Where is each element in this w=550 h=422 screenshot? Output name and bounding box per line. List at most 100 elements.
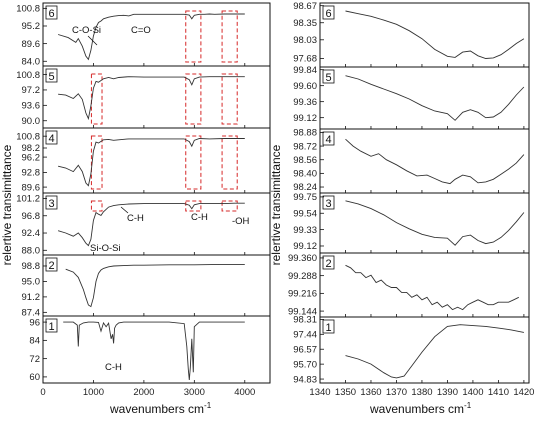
highlight-box bbox=[221, 10, 238, 63]
panel-number-box bbox=[322, 319, 335, 334]
y-tick-label: 92.4 bbox=[22, 228, 41, 239]
x-tick-label: 2000 bbox=[133, 387, 154, 398]
highlight-box bbox=[185, 10, 202, 63]
x-tick-label: 1340 bbox=[309, 387, 330, 398]
highlight-box bbox=[90, 200, 103, 212]
y-tick-label: 96 bbox=[29, 317, 40, 328]
panel-number-box bbox=[45, 5, 58, 20]
spectrum-line bbox=[57, 202, 245, 247]
panel-number-box bbox=[322, 69, 335, 84]
panel-number-box bbox=[322, 5, 335, 20]
annotation-c-h-right: C-H bbox=[191, 212, 208, 223]
panel-frame bbox=[319, 316, 530, 384]
y-tick-label: 96.2 bbox=[22, 152, 41, 163]
y-tick-label: 99.360 bbox=[288, 253, 317, 264]
y-tick-label: 99.33 bbox=[293, 225, 317, 236]
y-axis-label: relertive transimittance bbox=[0, 144, 14, 265]
highlight-box bbox=[90, 135, 103, 190]
y-axis-label-right: relertive transimittance bbox=[269, 144, 283, 265]
panel-left-4: 4 100.898.296.2 92.8 89.6 bbox=[16, 127, 271, 194]
y-tick-label: 99.288 bbox=[288, 271, 317, 282]
panel-left-3: 3 101.2 96.8 92.4 88.0 bbox=[16, 192, 271, 256]
panel-right-3: 3 99.75 99.54 99.33 99.12 bbox=[293, 192, 530, 254]
panel-number-box bbox=[45, 68, 58, 83]
panel-number-box bbox=[322, 255, 335, 270]
annotation-c-h-panel1: C-H bbox=[105, 362, 122, 373]
panel-number-box bbox=[322, 195, 335, 210]
y-tick-label: 88.0 bbox=[22, 245, 41, 256]
panel-frame bbox=[319, 66, 530, 130]
panel-left-1: 1 96 84 72 600 1000 2000 3000 4000 bbox=[29, 315, 271, 398]
panel-number-box bbox=[45, 318, 58, 333]
y-tick-label: 92.8 bbox=[22, 168, 41, 179]
panel-number: 2 bbox=[326, 258, 332, 270]
annotation-c-h-left: C-H bbox=[127, 213, 144, 224]
y-tick-label: 98.03 bbox=[293, 35, 317, 46]
y-tick-label: 98.40 bbox=[293, 169, 317, 180]
y-tick-label: 99.12 bbox=[293, 241, 317, 252]
y-tick-label: 97.44 bbox=[293, 330, 317, 341]
y-tick-label: 91.2 bbox=[22, 292, 41, 303]
panel-number: 2 bbox=[49, 260, 55, 272]
x-tick-label: 1370 bbox=[386, 387, 407, 398]
annotation-c-o: C=O bbox=[131, 25, 151, 36]
x-tick-label: 1410 bbox=[488, 387, 509, 398]
spectrum-line bbox=[345, 75, 525, 121]
x-tick-label: 3000 bbox=[184, 387, 205, 398]
panel-number: 6 bbox=[326, 8, 332, 20]
panel-number: 6 bbox=[49, 8, 55, 20]
annotation-c-o-si: C-O-Si bbox=[72, 25, 101, 36]
y-tick-label: 100.8 bbox=[16, 131, 40, 142]
y-tick-label: 99.216 bbox=[288, 289, 317, 300]
y-tick-label: 98.31 bbox=[293, 315, 317, 326]
spectrum-line bbox=[345, 324, 524, 379]
spectrum-line bbox=[345, 200, 525, 246]
panels-layer: 6 100.8 95.2 89.6 84.0 5 100.8 97.2 93.6 90.0 4 100… bbox=[16, 1, 534, 398]
highlight-box bbox=[221, 73, 238, 125]
panel-number-box bbox=[45, 130, 58, 145]
y-tick-label: 60 bbox=[29, 372, 40, 383]
spectrum-line bbox=[65, 263, 245, 308]
y-tick-label: 97.2 bbox=[22, 85, 41, 96]
panel-left-2: 2 98.8 95.0 91.2 87.4 bbox=[22, 254, 271, 319]
y-tick-label: 98.24 bbox=[293, 182, 317, 193]
y-tick-label: 98.72 bbox=[293, 141, 317, 152]
spectrum-line bbox=[57, 138, 245, 187]
right-x-axis-label: wavenumbers cm-1 bbox=[369, 401, 472, 416]
x-tick-label: 1380 bbox=[411, 387, 432, 398]
y-tick-label: 99.144 bbox=[288, 306, 317, 317]
x-tick-label: 1420 bbox=[513, 387, 534, 398]
x-tick-label: 1390 bbox=[437, 387, 458, 398]
y-tick-label: 87.4 bbox=[22, 308, 41, 319]
panel-right-6: 6 98.67 98.35 98.03 97.68 bbox=[293, 1, 530, 68]
panel-frame bbox=[319, 252, 530, 318]
panel-number: 5 bbox=[49, 71, 55, 83]
panel-number-box bbox=[322, 131, 335, 146]
annotation-si-o-si: Si-O-Si bbox=[90, 243, 121, 254]
spectrum-line bbox=[63, 321, 245, 381]
y-tick-label: 99.12 bbox=[293, 113, 317, 124]
panel-number: 3 bbox=[326, 198, 332, 210]
y-tick-label: 95.0 bbox=[22, 277, 41, 288]
spectrum-line bbox=[345, 10, 525, 59]
annotation-oh: -OH bbox=[232, 216, 250, 227]
y-tick-label: 99.36 bbox=[293, 97, 317, 108]
y-tick-label: 99.54 bbox=[293, 208, 317, 219]
y-tick-label: 98.67 bbox=[293, 1, 317, 12]
y-tick-label: 95.70 bbox=[293, 359, 317, 370]
y-tick-label: 101.2 bbox=[16, 194, 40, 205]
y-tick-label: 72 bbox=[29, 354, 40, 365]
left-x-axis-label: wavenumbers cm-1 bbox=[109, 401, 212, 416]
panel-number: 5 bbox=[326, 72, 332, 84]
panel-number: 4 bbox=[326, 134, 332, 146]
y-tick-label: 98.88 bbox=[293, 128, 317, 139]
y-tick-label: 96.57 bbox=[293, 344, 317, 355]
panel-number: 3 bbox=[49, 198, 55, 210]
x-tick-label: 1360 bbox=[360, 387, 381, 398]
annotation-layer: C-O-Si C=O C-H Si-O-Si C-H -OH C-H bbox=[72, 25, 250, 373]
y-tick-label: 98.35 bbox=[293, 18, 317, 29]
y-tick-label: 99.60 bbox=[293, 81, 317, 92]
y-tick-label: 90.0 bbox=[22, 116, 41, 127]
highlight-box bbox=[90, 73, 103, 125]
y-tick-label: 95.2 bbox=[22, 21, 41, 32]
